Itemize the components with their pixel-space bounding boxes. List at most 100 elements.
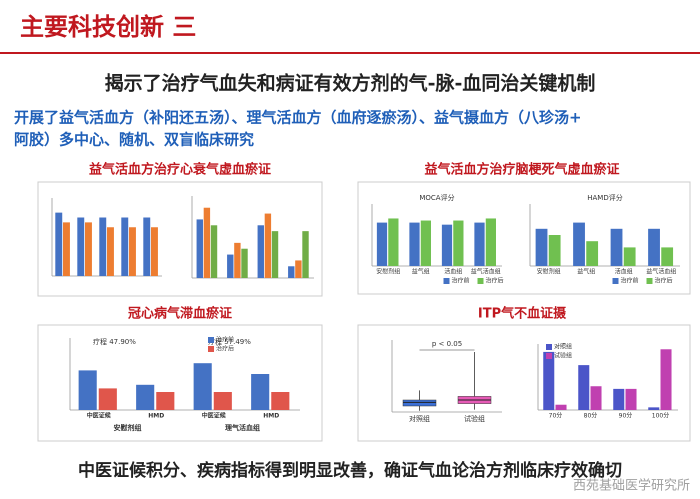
x-tick-label: 对照组 — [409, 414, 430, 423]
bar — [485, 218, 496, 266]
bar — [264, 213, 272, 278]
x-tick-label: HMD — [148, 413, 164, 420]
legend-swatch — [612, 278, 619, 284]
bar — [578, 365, 590, 410]
bar — [85, 222, 92, 276]
x-tick-label: 中医证候 — [202, 412, 227, 420]
title-rule — [0, 52, 700, 54]
bar — [661, 247, 674, 266]
legend-label: 治疗前 — [621, 277, 639, 285]
legend-swatch — [443, 278, 450, 284]
bar — [376, 222, 388, 266]
bar — [535, 228, 548, 266]
box — [402, 399, 437, 407]
annotation: 疗程 57.49% — [208, 337, 251, 346]
bar — [648, 407, 660, 410]
annotation: p < 0.05 — [432, 340, 462, 348]
bar — [121, 217, 129, 276]
bar — [257, 225, 264, 278]
chart-title: MOCA评分 — [419, 193, 454, 202]
legend-label: 治疗前 — [216, 336, 234, 344]
bar — [129, 227, 136, 276]
x-tick-label: 益气活血组 — [471, 268, 501, 276]
legend-label: 治疗后 — [216, 345, 234, 353]
bar — [63, 222, 70, 276]
bar — [474, 222, 485, 266]
bar — [203, 207, 211, 278]
bar — [573, 222, 585, 266]
panel-frame — [357, 181, 691, 295]
panel-title: 益气活血方治疗脑梗死气虚血瘀证 — [424, 162, 619, 178]
bar — [625, 388, 637, 410]
bar — [77, 217, 85, 276]
bar — [251, 374, 270, 410]
legend-label: 治疗前 — [452, 277, 470, 285]
bar — [288, 266, 295, 278]
bar — [648, 228, 660, 266]
bar — [196, 219, 203, 278]
legend-label: 治疗后 — [655, 277, 673, 285]
bar — [613, 388, 625, 410]
x-tick-label: 安慰剂组 — [376, 268, 400, 276]
legend-label: 试验组 — [554, 352, 572, 360]
legend-swatch — [208, 346, 214, 352]
x-tick-label: 中医证候 — [87, 412, 112, 420]
bar — [586, 241, 599, 266]
legend-label: 对照组 — [554, 343, 572, 351]
slide-title: 主要科技创新 三 — [20, 13, 196, 41]
panel-title: 益气活血方治疗心衰气虚血瘀证 — [89, 162, 271, 178]
bar — [136, 384, 155, 410]
x-tick-label: 活血组 — [615, 268, 633, 276]
x-tick-label: 安慰剂组 — [537, 268, 561, 276]
x-tick-label: 益气活血组 — [646, 268, 676, 276]
bar — [55, 212, 63, 276]
legend-swatch — [546, 344, 552, 350]
panel-frame — [357, 324, 691, 442]
bar — [623, 247, 636, 266]
legend-swatch — [546, 353, 552, 359]
intro-line: 阿胶）多中心、随机、双盲临床研究 — [14, 131, 254, 149]
bar — [388, 218, 399, 266]
bar — [295, 260, 302, 278]
bar — [210, 225, 218, 278]
bar — [234, 242, 241, 278]
bar — [193, 363, 212, 410]
x-tick-label: 试验组 — [464, 414, 485, 423]
bar — [420, 220, 431, 266]
bar — [143, 217, 151, 276]
bar — [409, 222, 420, 266]
bar — [151, 227, 158, 276]
x-tick-label: 益气组 — [577, 268, 595, 276]
x-tick-label: 80分 — [584, 412, 598, 420]
legend-swatch — [208, 337, 214, 343]
bar — [548, 235, 561, 266]
x-tick-label: HMD — [263, 413, 279, 420]
annotation: 疗程 47.90% — [93, 337, 136, 346]
bar — [590, 386, 602, 410]
bar — [213, 392, 232, 410]
group-label: 安慰剂组 — [114, 423, 142, 432]
x-tick-label: 益气组 — [412, 268, 430, 276]
bar — [78, 370, 97, 410]
x-tick-label: 90分 — [619, 412, 633, 420]
legend-swatch — [646, 278, 653, 284]
intro-line: 开展了益气活血方（补阳还五汤）、理气活血方（血府逐瘀汤）、益气摄血方（八珍汤+ — [14, 109, 582, 127]
bar — [271, 392, 290, 410]
group-label: 理气活血组 — [225, 423, 260, 432]
bar — [302, 231, 309, 278]
x-tick-label: 70分 — [549, 412, 563, 420]
bar — [241, 248, 248, 278]
bar — [156, 392, 175, 410]
bar — [543, 351, 555, 410]
bar — [98, 388, 117, 410]
bar — [99, 217, 107, 276]
bar — [453, 220, 464, 266]
subtitle: 揭示了治疗气血失和病证有效方剂的气-脉-血同治关键机制 — [105, 72, 596, 95]
bar — [271, 231, 279, 278]
bar — [555, 404, 567, 410]
bar — [441, 224, 453, 266]
x-tick-label: 活血组 — [444, 268, 462, 276]
panel-title: ITP气不血证摄 — [478, 306, 567, 322]
panel-title: 冠心病气滞血瘀证 — [128, 306, 232, 322]
